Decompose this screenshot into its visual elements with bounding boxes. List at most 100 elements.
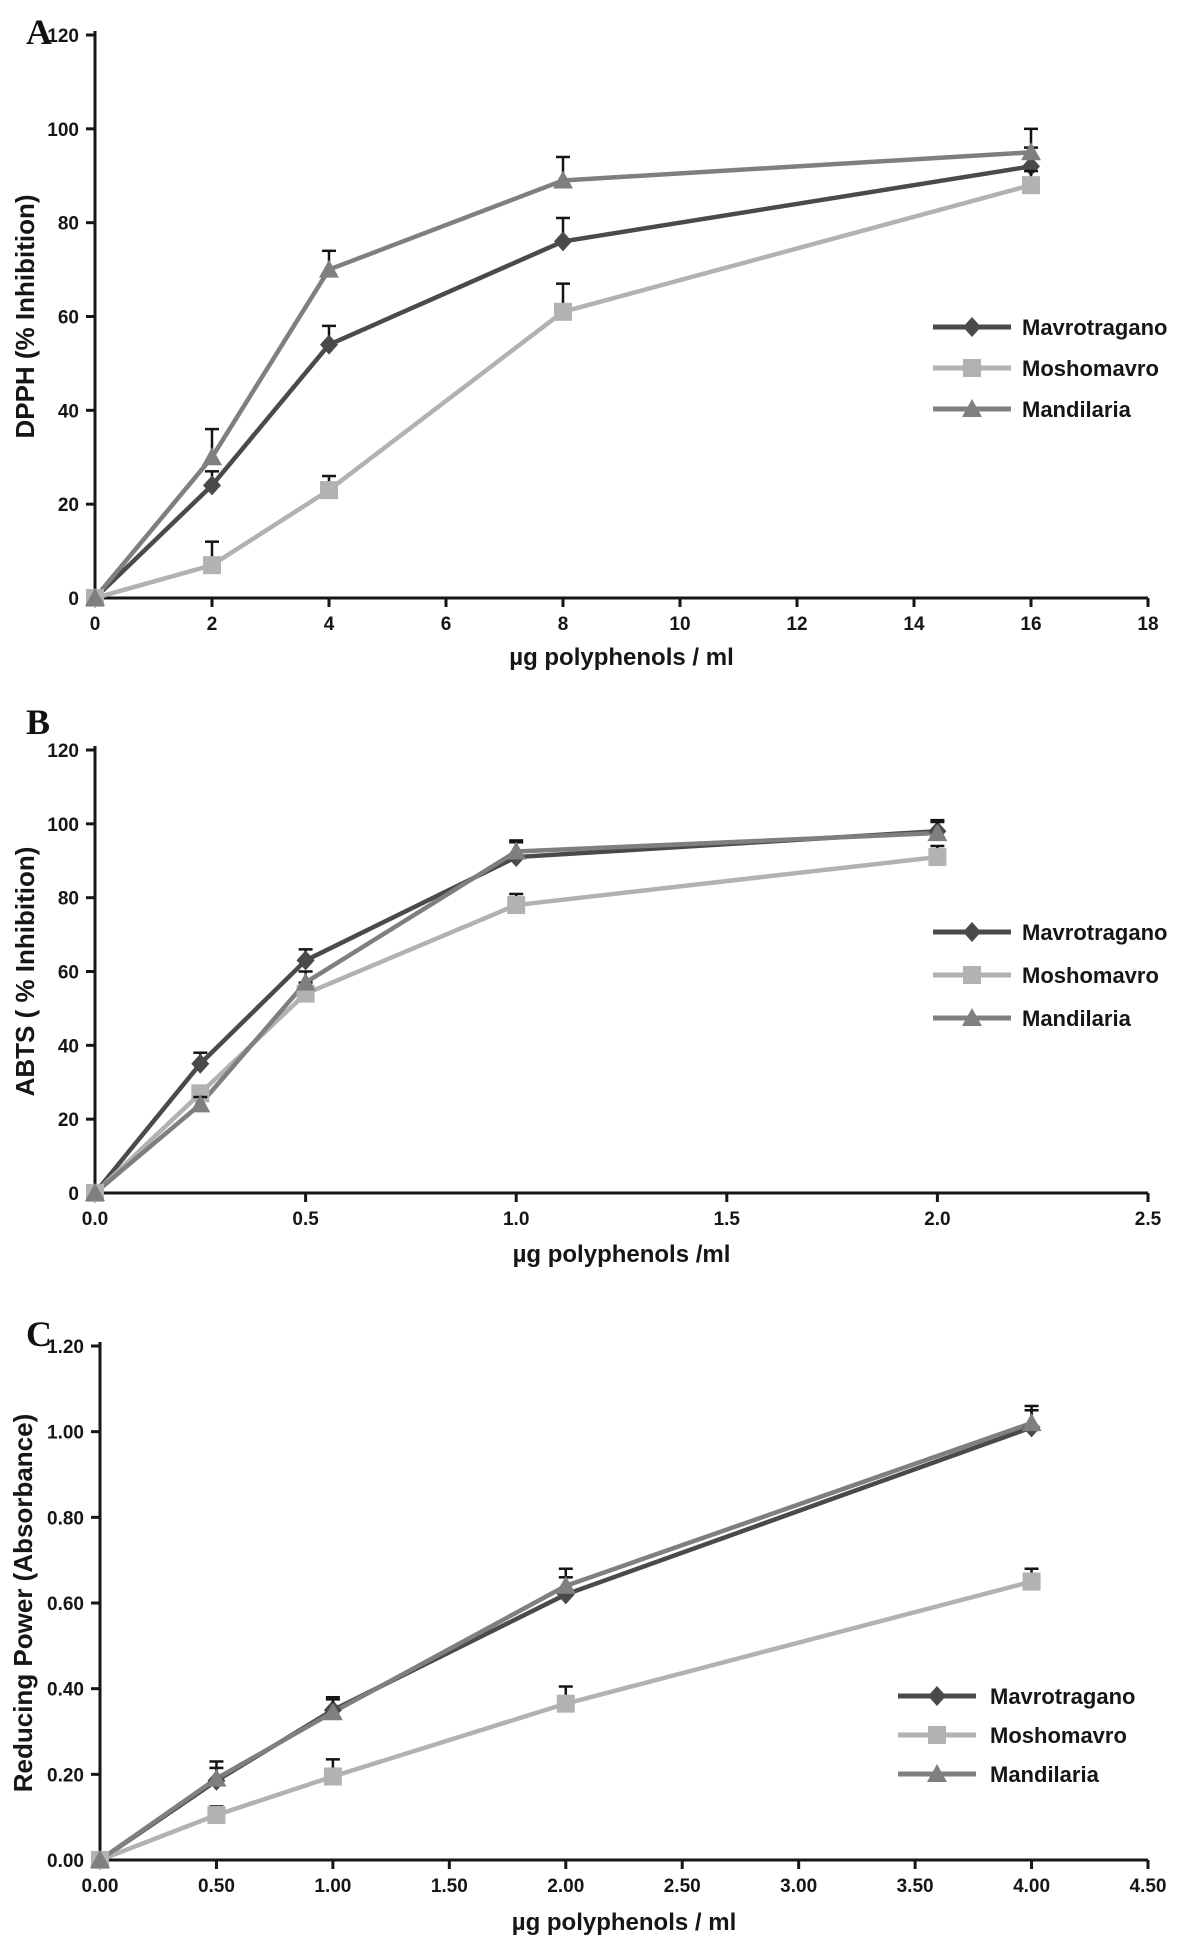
legend-triangle-marker xyxy=(927,1764,947,1782)
legend-square-marker xyxy=(963,359,981,377)
panel-label-b: B xyxy=(26,702,51,742)
y-tick-label: 100 xyxy=(47,120,79,141)
y-tick-label: 0 xyxy=(68,1184,79,1205)
y-tick-label: 60 xyxy=(58,308,79,329)
legend-label-mavrotragano: Mavrotragano xyxy=(1022,315,1167,340)
x-tick-label: 10 xyxy=(669,614,690,635)
x-tick-label: 0.5 xyxy=(292,1209,319,1230)
chart-b-abts: 0 20 40 60 80 100 120 0.0 0.5 1.0 1.5 2.0 2.5 ABTS ( … xyxy=(10,741,1167,1268)
square-marker-moshomavro xyxy=(207,1806,226,1825)
x-tick-label: 3.50 xyxy=(897,1876,934,1897)
diamond-marker-mavrotragano xyxy=(554,231,572,252)
triangle-marker-mandilaria xyxy=(90,1850,110,1868)
legend-label-mandilaria: Mandilaria xyxy=(990,1762,1100,1787)
square-marker-moshomavro xyxy=(203,556,221,575)
series-line-mandilaria xyxy=(98,1420,1033,1862)
legend-diamond-marker xyxy=(963,922,981,942)
y-tick-label: 40 xyxy=(58,401,79,422)
square-marker-moshomavro xyxy=(1022,1572,1041,1591)
square-marker-moshomavro xyxy=(556,1694,575,1713)
y-tick-label: 80 xyxy=(58,214,79,235)
triangle-marker-mandilaria xyxy=(927,823,948,842)
panel-label-c: C xyxy=(26,1314,52,1354)
x-tick-label: 2 xyxy=(207,614,218,635)
x-tick-label: 1.5 xyxy=(714,1209,741,1230)
panel-c-reducing-power: C 0.00 0.20 0.40 0.60 0.80 1.00 1.20 0.00 0.50 1.… xyxy=(0,1302,1181,1959)
square-marker-moshomavro xyxy=(928,848,947,867)
x-axis-title: µg polyphenols /ml xyxy=(513,1241,731,1268)
legend-label-moshomavro: Moshomavro xyxy=(990,1723,1127,1748)
y-tick-label: 60 xyxy=(58,963,79,984)
legend-square-marker xyxy=(928,1726,946,1744)
y-tick-label: 100 xyxy=(47,815,79,836)
x-tick-label: 2.50 xyxy=(664,1876,701,1897)
y-axis-title: ABTS ( % Inhibition) xyxy=(10,847,40,1097)
chart-c-reducing-power: 0.00 0.20 0.40 0.60 0.80 1.00 1.20 0.00 0.50 1.00… xyxy=(8,1337,1167,1936)
x-tick-label: 6 xyxy=(441,614,452,635)
y-tick-label: 20 xyxy=(58,1110,79,1131)
y-axis-title: Reducing Power (Absorbance) xyxy=(8,1414,38,1793)
y-tick-label: 120 xyxy=(47,26,79,47)
triangle-marker-mandilaria xyxy=(322,1702,343,1721)
y-tick-label: 40 xyxy=(58,1036,79,1057)
series-line-mandilaria xyxy=(93,830,938,1195)
legend-triangle-marker xyxy=(962,1008,982,1026)
diamond-marker-mavrotragano xyxy=(203,475,221,496)
legend-diamond-marker xyxy=(928,1686,946,1706)
x-tick-label: 4.50 xyxy=(1130,1876,1167,1897)
x-tick-label: 1.0 xyxy=(503,1209,529,1230)
diamond-marker-mavrotragano xyxy=(320,334,338,355)
diamond-marker-mavrotragano xyxy=(296,950,315,971)
panel-a-dpph: A 0 20 40 60 80 100 120 0 2 4 6 8 10 12 14 16 18 DPPH (% … xyxy=(0,0,1181,690)
triangle-marker-mandilaria xyxy=(506,841,527,860)
x-tick-label: 2.5 xyxy=(1135,1209,1162,1230)
y-tick-label: 20 xyxy=(58,495,79,516)
x-tick-label: 12 xyxy=(786,614,807,635)
x-tick-label: 14 xyxy=(903,614,925,635)
x-tick-label: 0.50 xyxy=(198,1876,235,1897)
square-marker-moshomavro xyxy=(1022,176,1040,195)
triangle-marker-mandilaria xyxy=(85,1183,105,1201)
x-tick-label: 1.50 xyxy=(431,1876,468,1897)
legend-label-mavrotragano: Mavrotragano xyxy=(990,1684,1135,1709)
square-marker-moshomavro xyxy=(554,302,572,321)
triangle-marker-mandilaria xyxy=(202,447,222,466)
legend-square-marker xyxy=(963,966,981,984)
x-tick-label: 0.0 xyxy=(82,1209,108,1230)
x-tick-label: 0.00 xyxy=(82,1876,119,1897)
y-tick-label: 0.80 xyxy=(47,1508,84,1529)
x-tick-label: 16 xyxy=(1020,614,1041,635)
legend-label-moshomavro: Moshomavro xyxy=(1022,356,1159,381)
x-tick-label: 2.0 xyxy=(924,1209,950,1230)
y-tick-label: 0 xyxy=(68,589,79,610)
x-tick-label: 3.00 xyxy=(780,1876,817,1897)
triangle-marker-mandilaria xyxy=(1021,142,1041,161)
y-tick-label: 120 xyxy=(47,741,79,762)
x-tick-label: 0 xyxy=(90,614,101,635)
triangle-marker-mandilaria xyxy=(555,1575,576,1594)
triangle-marker-mandilaria xyxy=(295,972,316,991)
triangle-marker-mandilaria xyxy=(190,1094,211,1113)
x-axis-title: µg polyphenols / ml xyxy=(512,1909,737,1936)
x-axis-title: µg polyphenols / ml xyxy=(509,644,734,671)
square-marker-moshomavro xyxy=(323,1767,342,1786)
x-tick-label: 1.00 xyxy=(314,1876,351,1897)
legend-label-mavrotragano: Mavrotragano xyxy=(1022,920,1167,945)
x-tick-label: 8 xyxy=(558,614,569,635)
legend-triangle-marker xyxy=(962,399,982,417)
y-tick-label: 1.20 xyxy=(47,1337,84,1358)
series-line-moshomavro xyxy=(99,1579,1033,1863)
legend-label-moshomavro: Moshomavro xyxy=(1022,963,1159,988)
diamond-marker-mavrotragano xyxy=(191,1053,210,1074)
triangle-marker-mandilaria xyxy=(206,1768,227,1787)
y-tick-label: 0.60 xyxy=(47,1594,84,1615)
x-tick-label: 18 xyxy=(1137,614,1158,635)
x-tick-label: 2.00 xyxy=(547,1876,584,1897)
series-line-mavrotragano xyxy=(93,828,938,1195)
panel-label-a: A xyxy=(26,12,52,52)
triangle-marker-mandilaria xyxy=(1021,1413,1042,1432)
legend-label-mandilaria: Mandilaria xyxy=(1022,1006,1132,1031)
panel-b-abts: B 0 20 40 60 80 100 120 0.0 0.5 1.0 1.5 2.0 2.5 ABTS … xyxy=(0,690,1181,1302)
y-tick-label: 80 xyxy=(58,889,79,910)
y-tick-label: 0.20 xyxy=(47,1765,84,1786)
